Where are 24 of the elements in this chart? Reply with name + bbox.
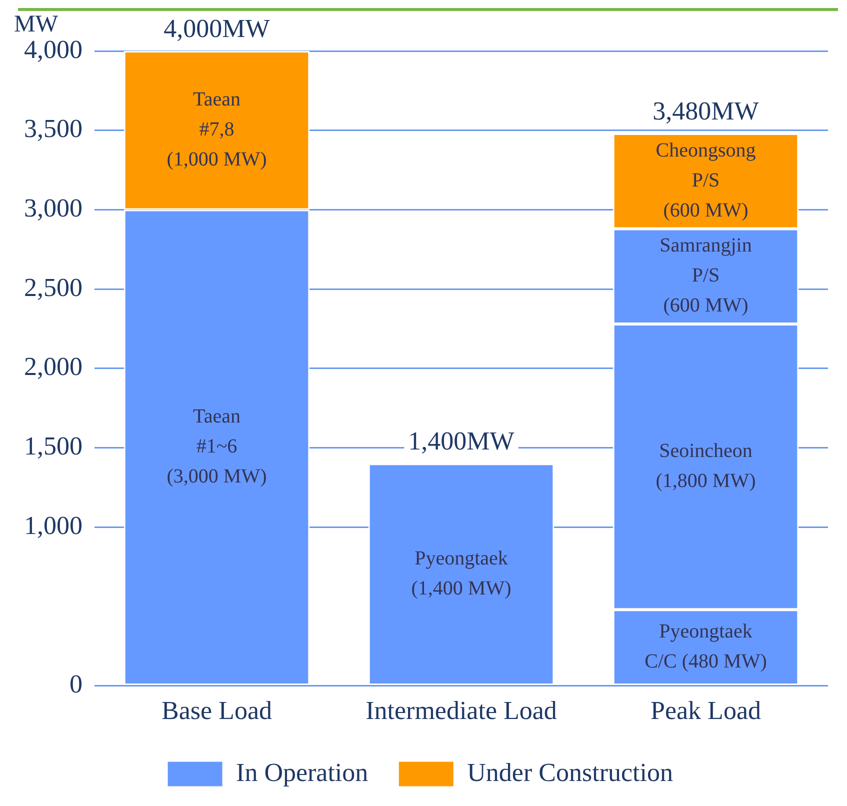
legend-label: In Operation [236,758,368,787]
y-tick-label: 3,500 [24,114,82,144]
total-label: 4,000MW [164,14,270,43]
data-label: Cheongsong P/S (600 MW) [656,139,756,222]
x-tick-label: Peak Load [650,696,761,726]
legend-label: Under Construction [467,758,673,787]
y-tick-label: 4,000 [24,34,82,64]
y-axis-title: MW [14,11,58,38]
total-label: 1,400MW [408,426,515,456]
data-label: Taean #1~6 (3,000 MW) [166,406,267,488]
data-label: Taean #7,8 (1,000 MW) [166,88,267,171]
data-label: Samrangjin P/S (600 MW) [660,234,752,317]
y-tick-label: 2,500 [24,272,82,302]
x-tick-label: Base Load [162,696,272,726]
y-tick-label: 3,000 [24,194,82,223]
total-label: 3,480MW [652,96,760,126]
y-tick-label: 2,000 [24,352,82,382]
y-tick-label: 1,500 [24,432,82,461]
data-label: Pyeongtaek (1,400 MW) [411,548,512,600]
data-label: Pyeongtaek C/C (480 MW) [644,620,767,673]
x-tick-label: Intermediate Load [366,696,557,726]
y-tick-label: 0 [70,670,82,699]
data-label: Seoincheon (1,800 MW) [656,440,756,492]
y-tick-label: 1,000 [24,510,82,540]
